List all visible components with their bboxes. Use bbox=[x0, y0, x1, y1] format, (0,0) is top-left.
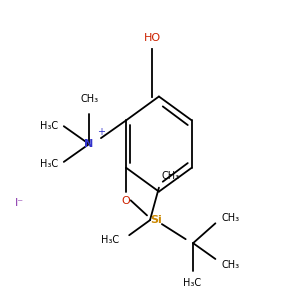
Text: +: + bbox=[98, 127, 105, 137]
Text: HO: HO bbox=[144, 33, 161, 43]
Text: Si: Si bbox=[150, 215, 162, 225]
Text: H₃C: H₃C bbox=[40, 159, 58, 169]
Text: O: O bbox=[122, 196, 130, 206]
Text: N: N bbox=[84, 139, 94, 149]
Text: I⁻: I⁻ bbox=[15, 199, 24, 208]
Text: CH₃: CH₃ bbox=[80, 94, 98, 104]
Text: CH₃: CH₃ bbox=[162, 170, 180, 181]
Text: H₃C: H₃C bbox=[40, 121, 58, 131]
Text: H₃C: H₃C bbox=[182, 278, 201, 288]
Text: CH₃: CH₃ bbox=[221, 213, 239, 223]
Text: CH₃: CH₃ bbox=[221, 260, 239, 269]
Text: H₃C: H₃C bbox=[101, 235, 119, 245]
